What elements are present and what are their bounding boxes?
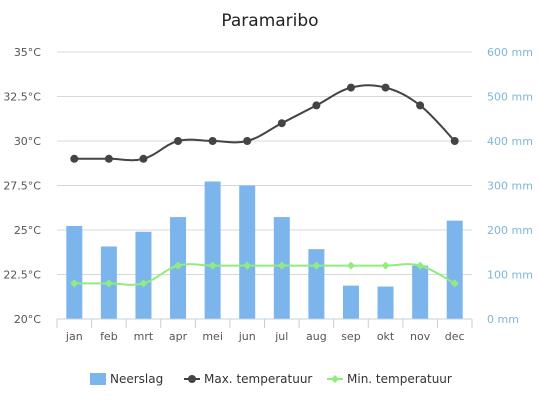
bar-aug [308, 249, 325, 319]
bar-jun [239, 185, 256, 319]
min-temperatuur-point [381, 261, 390, 270]
x-tick-label: feb [100, 330, 118, 343]
max-temperatuur-point [381, 83, 390, 92]
legend-label-min-temperatuur: Min. temperatuur [347, 372, 452, 386]
legend-marker-max-temperatuur [188, 375, 196, 383]
bar-sep [342, 285, 359, 319]
max-temperatuur-point [174, 137, 183, 145]
bar-mei [204, 181, 221, 319]
legend-marker-min-temperatuur [331, 375, 339, 383]
legend-label-neerslag: Neerslag [110, 372, 163, 386]
max-temperatuur-point [243, 137, 252, 145]
min-temperatuur-point [174, 261, 183, 270]
y-left-tick-label: 25°C [14, 224, 41, 237]
bar-jan [66, 225, 83, 319]
max-temperatuur-point [104, 154, 113, 163]
min-temperatuur-point [104, 279, 113, 288]
min-temperatuur-point [450, 279, 459, 288]
x-tick-label: dec [445, 330, 465, 343]
max-temperatuur-point [346, 83, 355, 92]
x-tick-label: okt [377, 330, 395, 343]
max-temperatuur-point [70, 154, 79, 163]
y-left-tick-label: 22.5°C [3, 269, 41, 282]
max-temperatuur-point [139, 154, 148, 163]
max-temperatuur-point [416, 101, 425, 110]
bar-series [66, 181, 463, 319]
max-temperatuur-point [208, 137, 217, 145]
y-axis-left: 20°C 22.5°C 25°C 27.5°C 30°C 32.5°C 35°C [3, 46, 41, 326]
x-tick-label: sep [341, 330, 360, 343]
min-temperatuur-point [346, 261, 355, 270]
y-left-tick-label: 27.5°C [3, 180, 41, 193]
x-tick-label: mei [202, 330, 223, 343]
legend-marker-neerslag [90, 373, 106, 385]
min-temperatuur-point [416, 261, 425, 270]
x-axis: jan feb mrt apr mei jun jul aug sep okt nov dec [56, 318, 473, 343]
min-temperatuur-point [243, 261, 252, 270]
min-temperatuur-point [277, 261, 286, 270]
x-tick-label: mrt [134, 330, 154, 343]
bar-okt [377, 286, 394, 319]
x-tick-label: apr [169, 330, 188, 343]
y-right-tick-label: 400 mm [487, 135, 533, 148]
min-temperatuur-point [139, 279, 148, 288]
line-series [70, 83, 459, 288]
y-left-tick-label: 30°C [14, 135, 41, 148]
min-temperatuur-point [70, 279, 79, 288]
bar-nov [412, 265, 429, 319]
x-tick-label: aug [306, 330, 327, 343]
legend-label-max-temperatuur: Max. temperatuur [204, 372, 312, 386]
x-tick-label: nov [410, 330, 431, 343]
bar-mrt [135, 231, 152, 319]
y-right-tick-label: 200 mm [487, 224, 533, 237]
min-temperatuur-point [208, 261, 217, 270]
y-right-tick-label: 0 mm [487, 313, 519, 326]
y-left-tick-label: 32.5°C [3, 91, 41, 104]
max-temperatuur-point [277, 119, 286, 128]
y-axis-right: 0 mm 100 mm 200 mm 300 mm 400 mm 500 mm 600 mm [487, 46, 533, 326]
max-temperatuur-point [450, 137, 459, 145]
max-temperatuur-point [312, 101, 321, 110]
y-left-tick-label: 20°C [14, 313, 41, 326]
min-temperatuur-point [312, 261, 321, 270]
x-tick-label: jul [274, 330, 288, 343]
y-right-tick-label: 500 mm [487, 91, 533, 104]
legend: Neerslag Max. temperatuur Min. temperatuur [90, 372, 452, 386]
y-right-tick-label: 100 mm [487, 269, 533, 282]
y-right-tick-label: 300 mm [487, 180, 533, 193]
grid [57, 51, 472, 275]
y-left-tick-label: 35°C [14, 46, 41, 59]
bar-dec [446, 220, 463, 319]
y-right-tick-label: 600 mm [487, 46, 533, 59]
x-tick-label: jan [65, 330, 83, 343]
x-tick-label: jun [238, 330, 256, 343]
chart-title: Paramaribo [221, 11, 318, 31]
